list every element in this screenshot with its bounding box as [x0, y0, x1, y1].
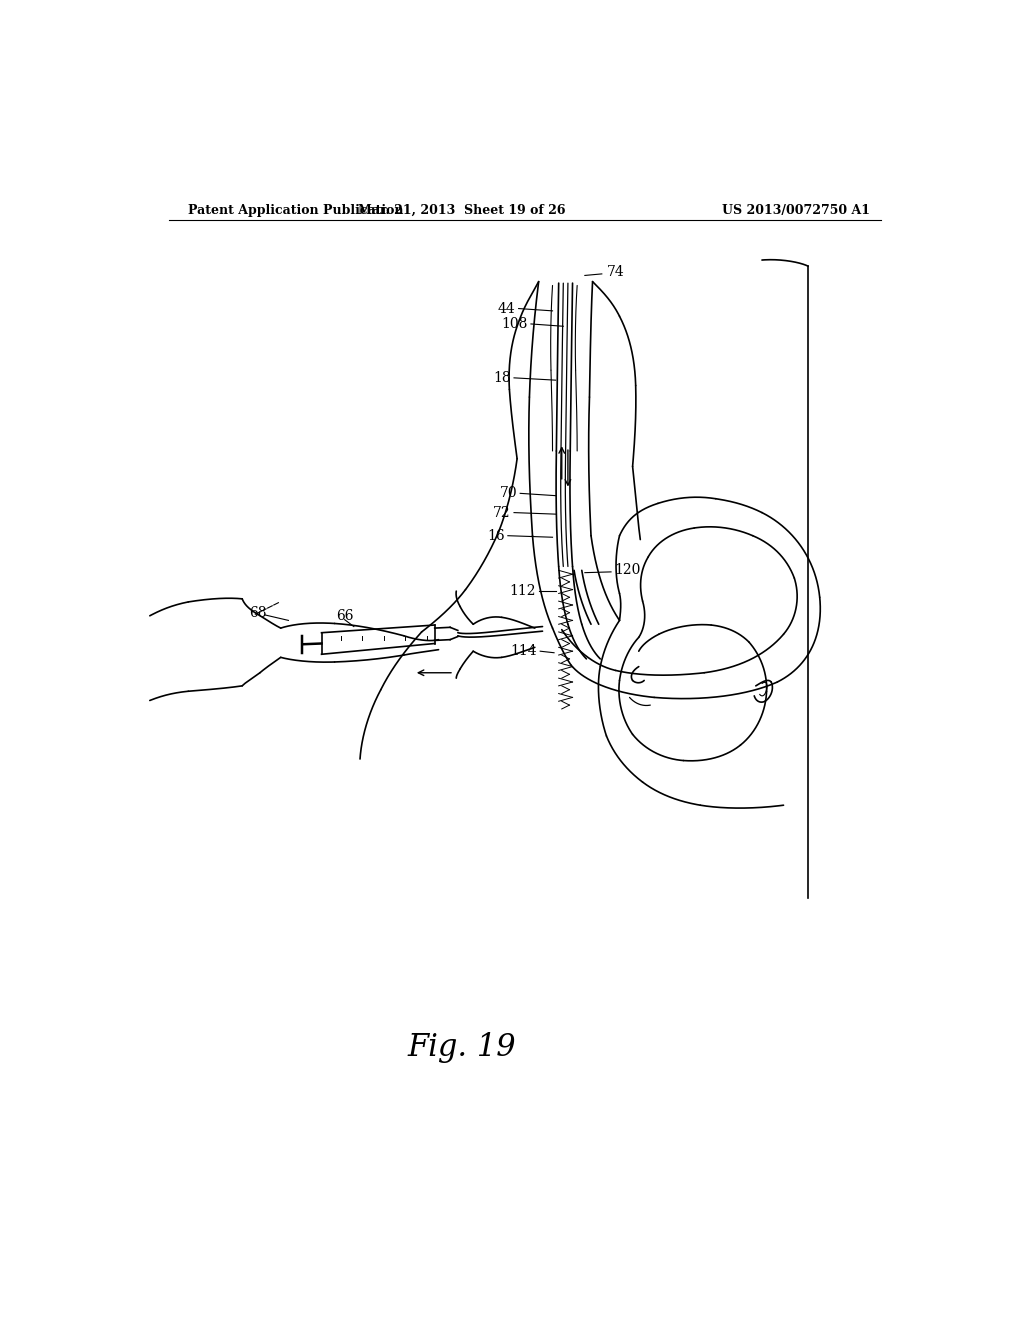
Text: 112: 112 [509, 585, 536, 598]
Text: 16: 16 [487, 529, 505, 543]
Text: 108: 108 [502, 317, 528, 331]
Text: 66: 66 [336, 609, 353, 623]
Text: Patent Application Publication: Patent Application Publication [188, 205, 403, 218]
Text: 68: 68 [249, 606, 266, 619]
Text: 70: 70 [500, 486, 517, 500]
Text: Mar. 21, 2013  Sheet 19 of 26: Mar. 21, 2013 Sheet 19 of 26 [358, 205, 565, 218]
Text: 72: 72 [494, 506, 511, 520]
Text: 74: 74 [606, 265, 625, 280]
Text: 44: 44 [498, 301, 515, 315]
Text: 18: 18 [494, 371, 511, 385]
Text: 114: 114 [511, 644, 538, 659]
Text: US 2013/0072750 A1: US 2013/0072750 A1 [722, 205, 869, 218]
Text: 120: 120 [614, 564, 640, 577]
Text: Fig. 19: Fig. 19 [408, 1032, 516, 1063]
